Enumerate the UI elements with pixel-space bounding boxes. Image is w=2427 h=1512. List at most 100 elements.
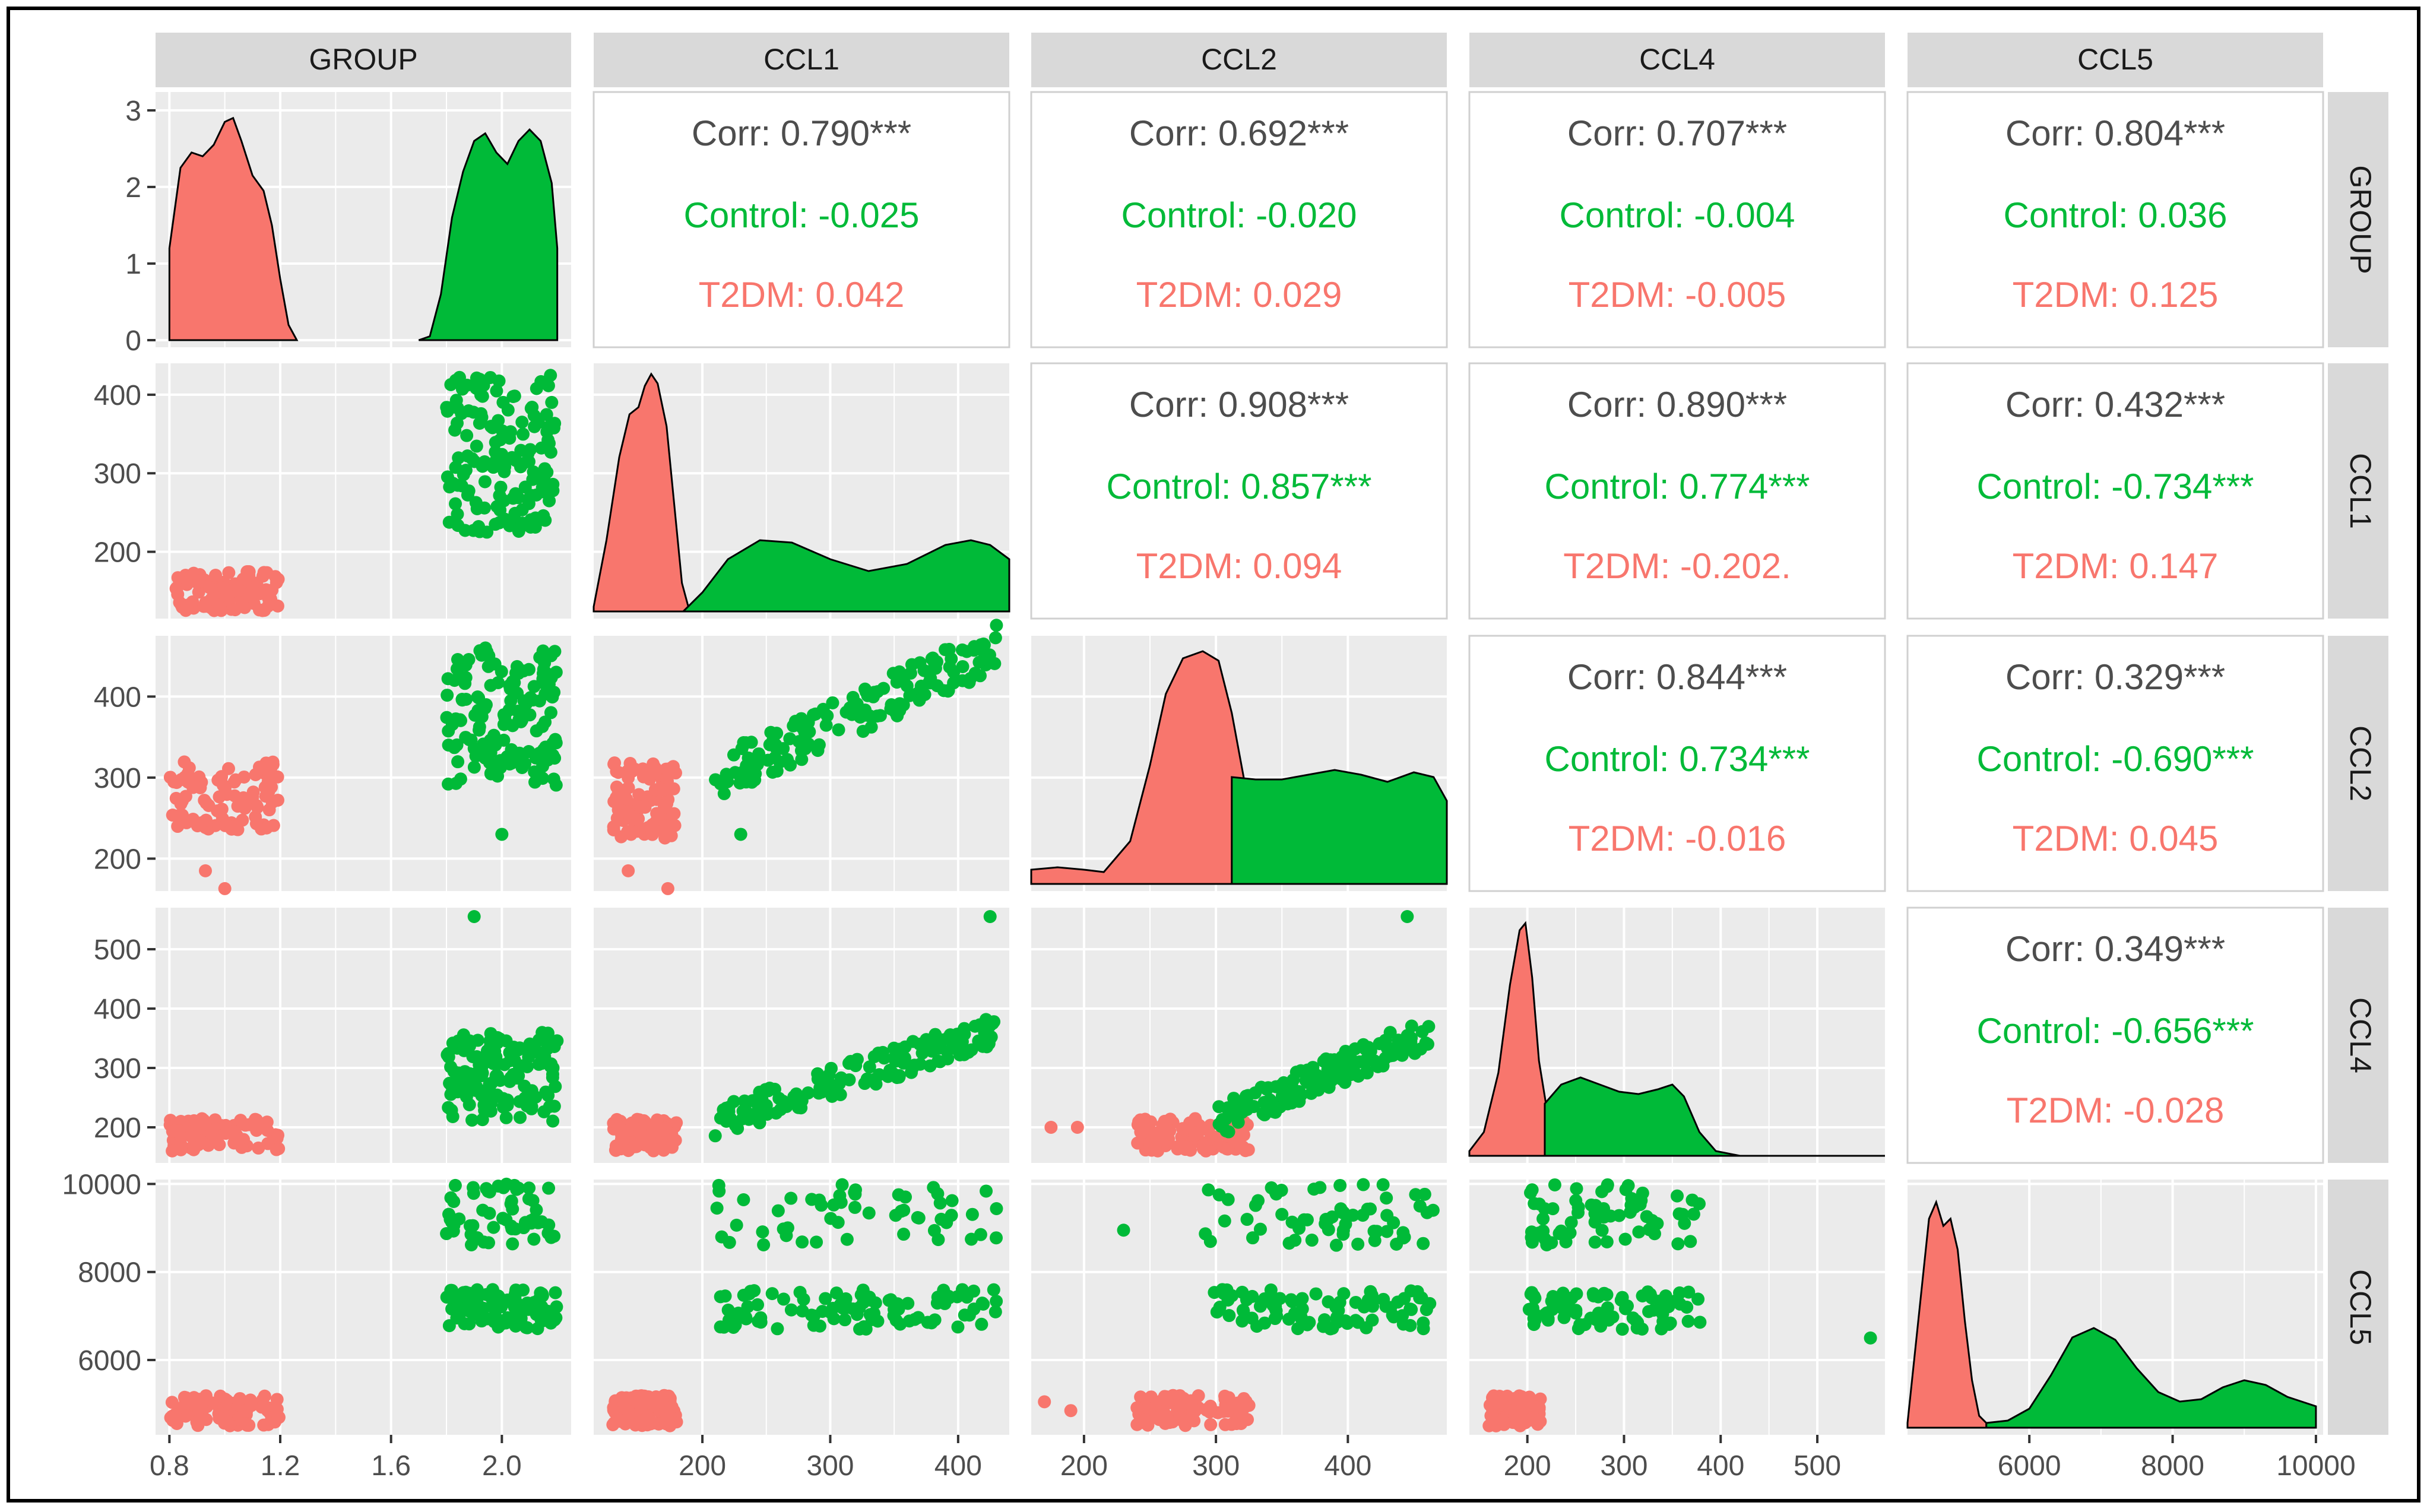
scatter-point-control [610,1412,624,1425]
x-axis-tick-label: 400 [1697,1450,1744,1482]
scatter-point-t2dm [1636,1289,1649,1302]
scatter-point-t2dm [835,1178,849,1191]
y-axis-tick-label: 3 [125,96,141,127]
scatter-point-t2dm [1266,1105,1280,1118]
scatter-point-t2dm [528,765,541,779]
scatter-point-t2dm [839,1292,853,1305]
scatter-point-t2dm [973,1018,987,1032]
scatter-point-t2dm [445,1212,459,1226]
scatter-point-control [1132,1115,1145,1129]
scatter-point-t2dm [1199,1227,1212,1241]
scatter-point-t2dm [492,374,506,388]
scatter-point-t2dm [953,1048,967,1061]
scatter-point-t2dm [834,1071,848,1085]
scatter-point-t2dm [1379,1034,1392,1047]
scatter-point-control [251,1119,264,1133]
scatter-point-outlier [734,828,747,841]
scatter-point-t2dm [918,688,931,702]
scatter-point-control [610,812,624,825]
corr-overall-label: Corr: 0.844*** [1567,657,1787,697]
scatter-point-control [236,572,250,586]
y-axis-tick-label: 300 [94,1053,141,1085]
y-axis-tick-label: 200 [94,1112,141,1144]
corr-t2dm-label: T2DM: -0.202. [1563,546,1791,586]
scatter-point-t2dm [483,1185,496,1199]
y-axis-tick-label: 10000 [62,1169,141,1200]
scatter-point-t2dm [784,1191,798,1205]
scatter-point-control [1159,1391,1173,1405]
panel-ccl4-ccl1 [594,908,1009,1163]
scatter-point-control [614,1133,628,1146]
scatter-point-control [185,1130,198,1143]
panel-ccl2-ccl2 [1030,636,1448,891]
scatter-point-t2dm [515,516,529,530]
scatter-point-t2dm [796,1304,809,1318]
scatter-point-t2dm [448,741,461,755]
scatter-point-t2dm [897,1203,911,1217]
scatter-point-t2dm [1247,1099,1260,1113]
scatter-point-t2dm [1360,1065,1373,1079]
scatter-point-t2dm [470,502,484,516]
scatter-point-t2dm [499,1213,513,1226]
scatter-point-t2dm [484,1076,498,1090]
scatter-point-control [1148,1126,1161,1140]
density-area-t2dm [681,539,1010,613]
corr-control-label: Control: -0.690*** [1977,739,2254,779]
scatter-point-t2dm [784,758,797,772]
scatter-point-t2dm [727,1095,741,1108]
scatter-point-t2dm [766,765,780,779]
density-area-t2dm [418,128,559,341]
scatter-point-t2dm [461,449,474,463]
scatter-point-t2dm [539,1085,553,1099]
scatter-point-t2dm [493,1032,506,1045]
scatter-point-control [607,757,621,771]
scatter-point-t2dm [958,1022,971,1035]
scatter-point-t2dm [796,1235,809,1249]
scatter-point-outlier [1864,1331,1877,1345]
scatter-point-t2dm [1640,1210,1653,1223]
panel-ccl5-ccl1 [594,1178,1009,1435]
scatter-point-control [233,1132,247,1146]
scatter-point-t2dm [542,1218,556,1232]
scatter-point-t2dm [1571,1322,1585,1336]
scatter-point-t2dm [846,690,860,704]
scatter-point-t2dm [1241,1089,1255,1102]
scatter-point-t2dm [1305,1234,1319,1247]
scatter-point-control [179,604,192,617]
scatter-point-t2dm [515,760,529,774]
scatter-point-control [258,604,271,617]
corr-overall-label: Corr: 0.890*** [1567,385,1787,424]
scatter-point-t2dm [526,693,540,707]
scatter-point-t2dm [800,720,813,734]
scatter-point-t2dm [476,1113,489,1127]
scatter-point-t2dm [739,1311,753,1324]
scatter-point-t2dm [1671,1189,1684,1203]
scatter-point-control [239,1118,252,1132]
scatter-point-t2dm [473,525,486,538]
scatter-point-t2dm [1235,1285,1249,1299]
scatter-point-t2dm [1285,1295,1299,1308]
scatter-point-t2dm [530,488,543,502]
scatter-point-t2dm [460,692,473,706]
scatter-point-t2dm [544,369,557,382]
scatter-point-control [664,829,678,842]
y-axis-tick-label: 400 [94,380,141,411]
scatter-point-t2dm [519,1321,533,1335]
y-axis-tick-label: 1 [125,249,141,280]
scatter-point-t2dm [546,1114,560,1128]
scatter-point-t2dm [1671,1237,1685,1251]
scatter-point-t2dm [717,787,731,800]
scatter-point-t2dm [812,1193,826,1207]
scatter-point-t2dm [810,1235,823,1249]
scatter-point-t2dm [1647,1227,1661,1241]
scatter-point-t2dm [451,755,465,769]
scatter-point-t2dm [1691,1292,1705,1306]
scatter-point-control [260,821,274,835]
y-axis-tick-label: 400 [94,681,141,713]
scatter-point-t2dm [746,1094,759,1108]
scatter-point-t2dm [1635,1322,1649,1336]
scatter-point-t2dm [730,1218,743,1232]
scatter-point-t2dm [544,648,558,661]
corr-control-label: Control: 0.036 [2004,195,2228,235]
scatter-point-t2dm [512,667,525,680]
